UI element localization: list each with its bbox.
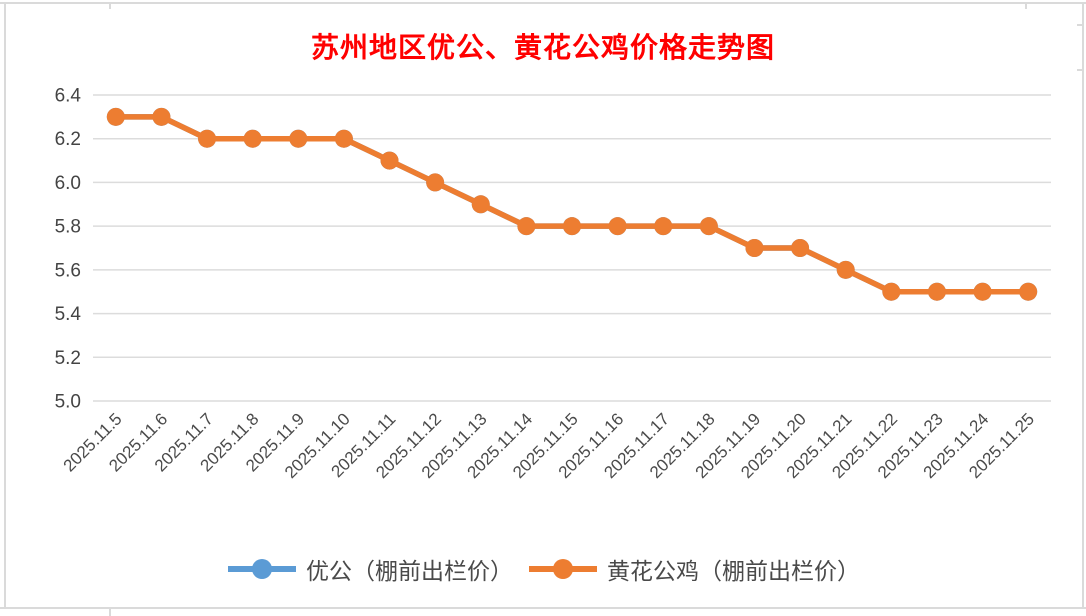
data-point-marker bbox=[927, 282, 946, 301]
chart-legend: 优公（棚前出栏价） 黄花公鸡（棚前出栏价） bbox=[0, 552, 1086, 586]
data-point-marker bbox=[517, 217, 536, 236]
data-point-marker bbox=[243, 129, 262, 148]
data-point-marker bbox=[471, 195, 490, 214]
data-point-marker bbox=[152, 107, 171, 126]
x-axis-tick-labels: 2025.11.52025.11.62025.11.72025.11.82025… bbox=[60, 409, 1038, 482]
data-point-marker bbox=[836, 260, 855, 279]
y-tick-label: 5.2 bbox=[55, 348, 81, 369]
data-point-marker bbox=[198, 129, 217, 148]
legend-label-huanghua: 黄花公鸡（棚前出栏价） bbox=[607, 559, 860, 584]
legend-item-huanghua: 黄花公鸡（棚前出栏价） bbox=[527, 552, 860, 586]
y-tick-label: 6.0 bbox=[55, 173, 81, 194]
y-tick-label: 5.6 bbox=[55, 260, 81, 281]
y-tick-label: 6.4 bbox=[55, 86, 82, 107]
legend-item-yougong: 优公（棚前出栏价） bbox=[226, 552, 513, 586]
data-point-marker bbox=[654, 217, 673, 236]
y-tick-label: 6.2 bbox=[55, 129, 81, 150]
data-point-marker bbox=[1019, 282, 1038, 301]
data-point-marker bbox=[791, 239, 810, 257]
data-point-marker bbox=[426, 173, 445, 192]
y-tick-label: 5.0 bbox=[55, 392, 81, 413]
data-point-marker bbox=[563, 217, 581, 236]
data-point-marker bbox=[289, 129, 308, 148]
data-point-marker bbox=[106, 107, 125, 126]
data-point-marker bbox=[334, 129, 353, 148]
data-point-marker bbox=[973, 282, 992, 301]
data-point-marker bbox=[380, 151, 399, 170]
data-point-marker bbox=[608, 217, 627, 236]
data-series-layer bbox=[106, 107, 1038, 301]
chart-title: 苏州地区优公、黄花公鸡价格走势图 bbox=[310, 33, 775, 64]
legend-marker-line-icon bbox=[228, 559, 296, 579]
data-point-marker bbox=[882, 282, 901, 301]
legend-label-yougong: 优公（棚前出栏价） bbox=[306, 559, 513, 584]
data-point-marker bbox=[699, 217, 718, 236]
y-tick-label: 5.8 bbox=[55, 217, 81, 238]
y-axis-tick-labels: 6.4 6.2 6.0 5.8 5.6 5.4 5.2 5.0 bbox=[55, 86, 82, 413]
legend-marker-line-icon bbox=[529, 559, 597, 579]
y-tick-label: 5.4 bbox=[55, 304, 82, 325]
data-point-marker bbox=[745, 239, 764, 257]
